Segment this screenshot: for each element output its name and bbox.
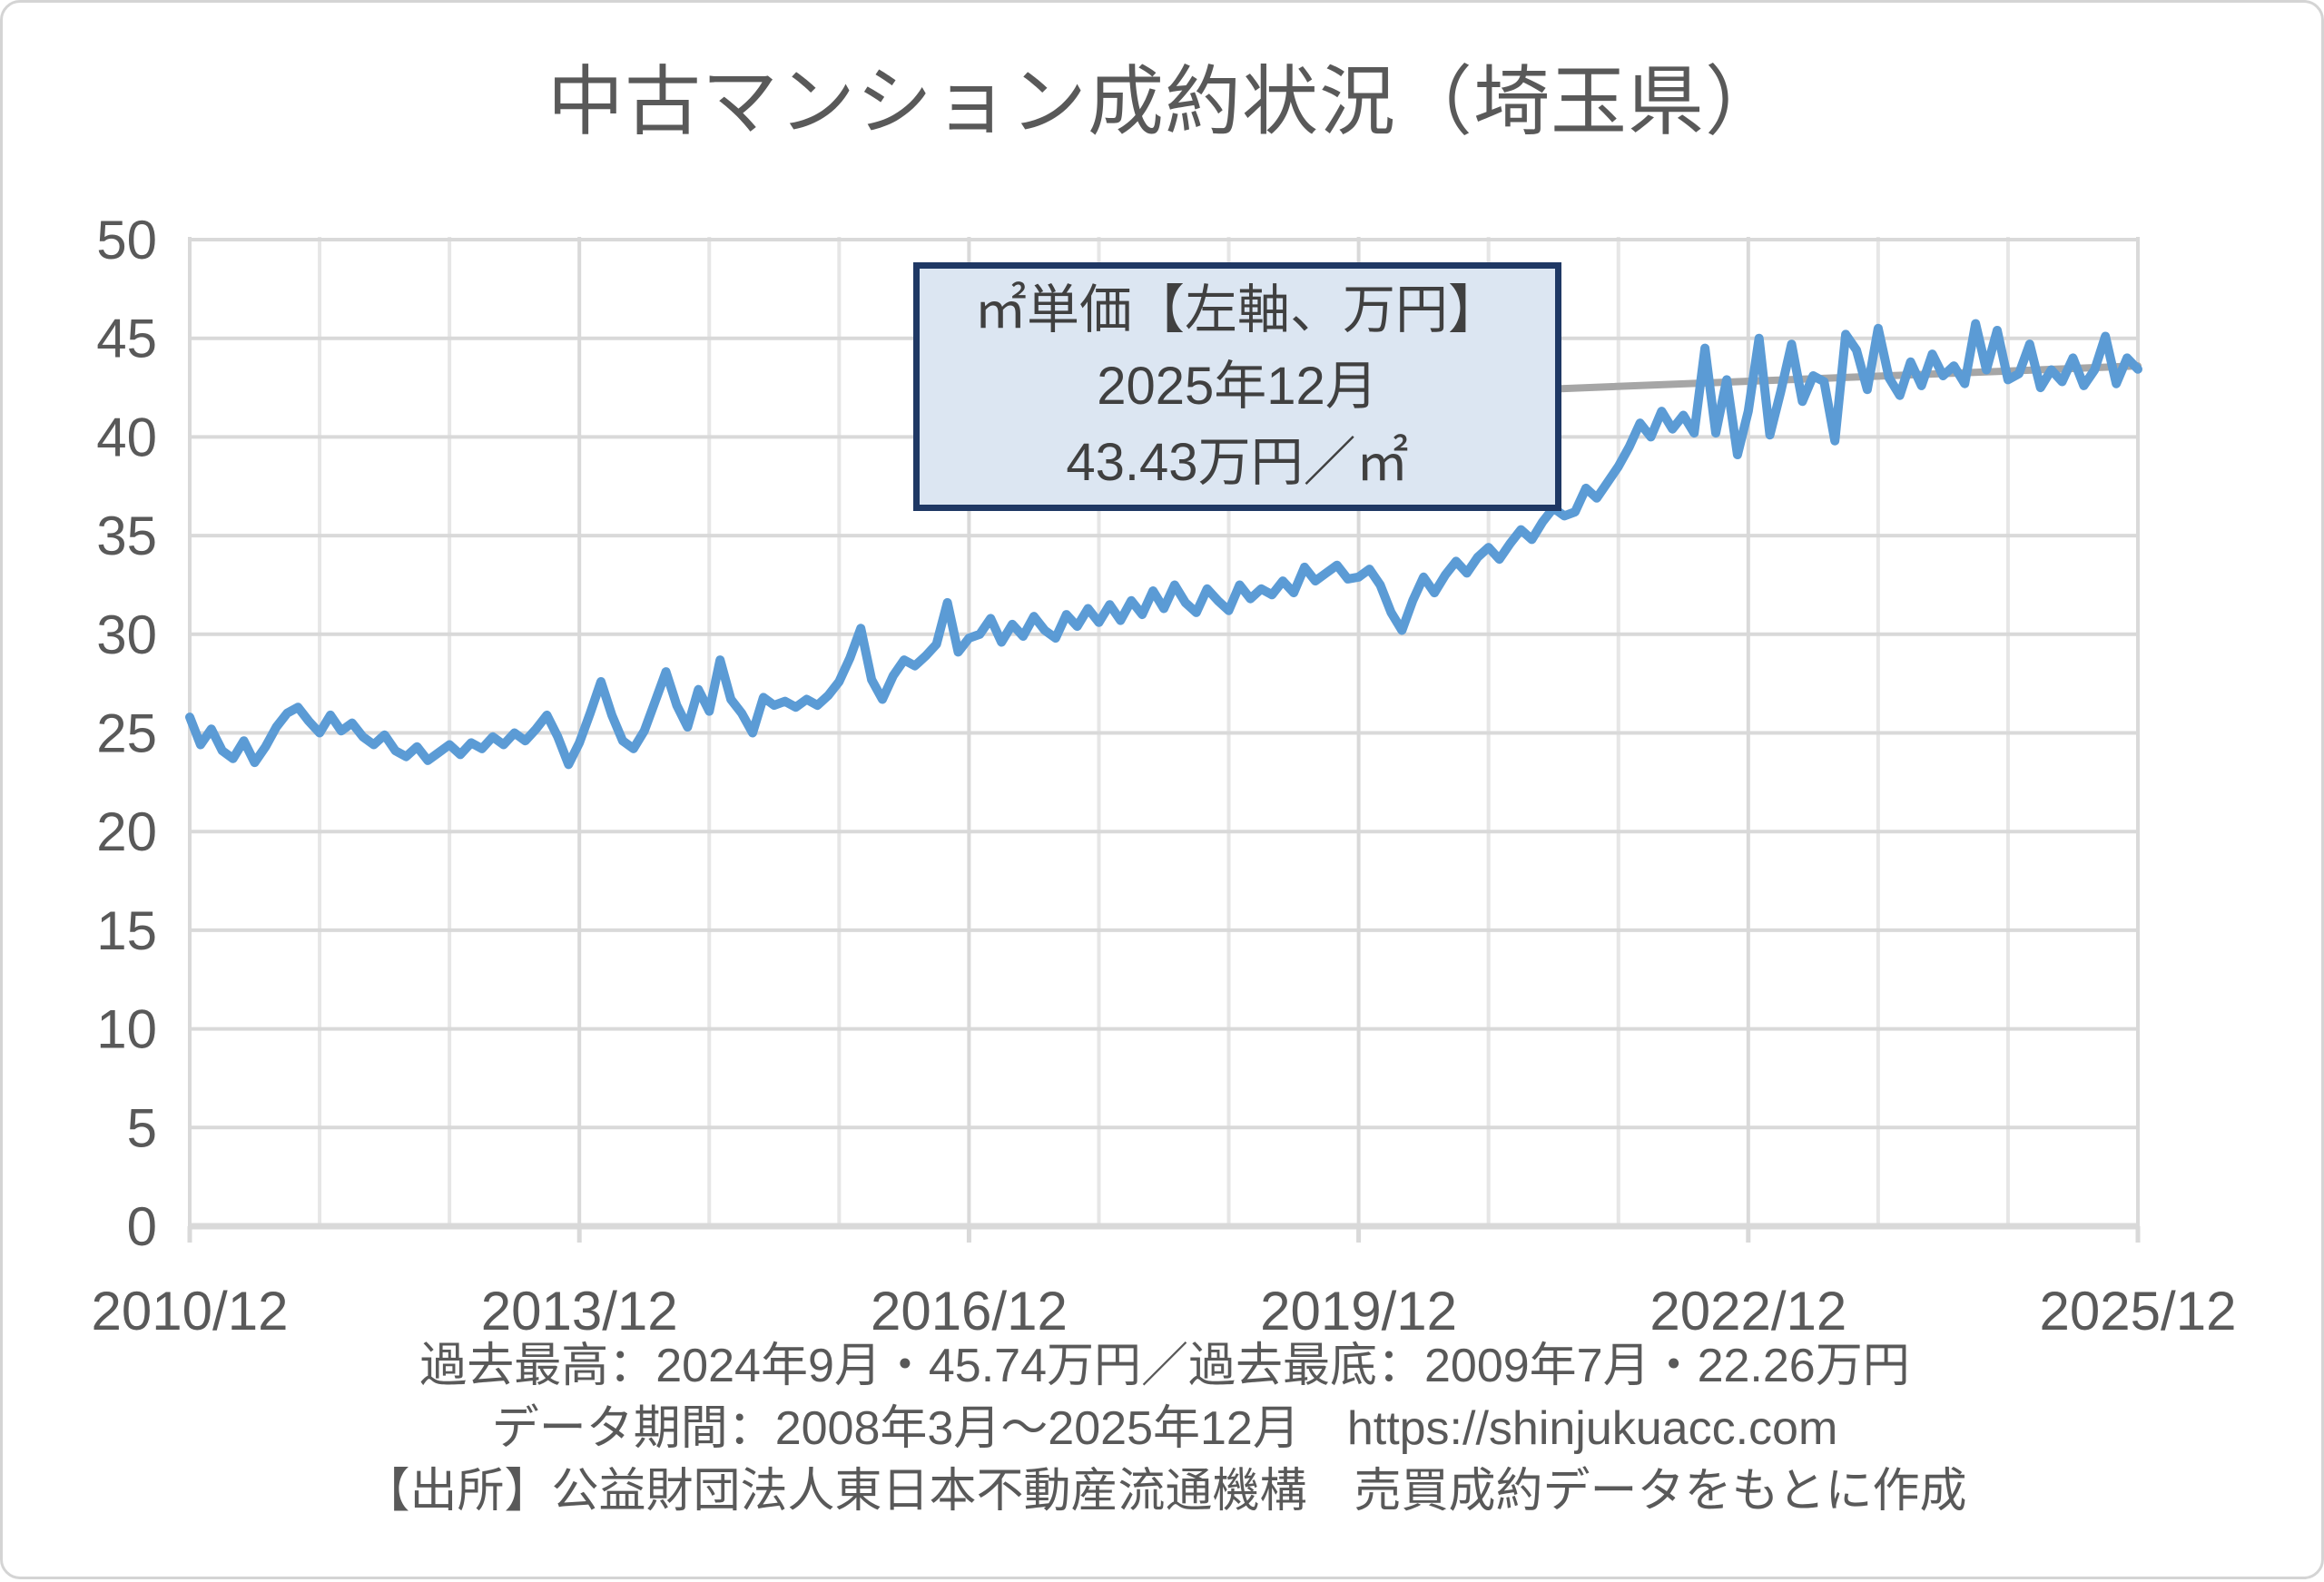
- y-tick-label: 15: [96, 900, 157, 961]
- x-tick-label: 2016/12: [871, 1281, 1068, 1341]
- y-tick-label: 40: [96, 407, 157, 467]
- y-tick-label: 35: [96, 506, 157, 566]
- chart-title: 中古マンション成約状況（埼玉県）: [547, 59, 1782, 144]
- y-tick-label: 50: [96, 210, 157, 270]
- annotation-box: ㎡単価【左軸、万円】 2025年12月 43.43万円／㎡: [913, 262, 1561, 511]
- y-tick-label: 10: [96, 999, 157, 1060]
- x-tick-label: 2025/12: [2040, 1281, 2237, 1341]
- y-tick-label: 20: [96, 801, 157, 862]
- chart-footer: 過去最高：2024年9月・45.74万円／過去最底：2009年7月・22.26万…: [3, 1335, 2324, 1523]
- x-tick-label: 2022/12: [1649, 1281, 1846, 1341]
- x-axis-line: [188, 1223, 2140, 1230]
- price-line: [185, 319, 2142, 770]
- y-tick-label: 30: [96, 604, 157, 665]
- y-tick-label: 25: [96, 703, 157, 764]
- footer-high-low: 過去最高：2024年9月・45.74万円／過去最底：2009年7月・22.26万…: [419, 1340, 1910, 1392]
- x-tick-label: 2019/12: [1260, 1281, 1457, 1341]
- annotation-date: 2025年12月: [1097, 357, 1378, 416]
- footer-source: 【出所】公益財団法人東日本不動産流通機構 売買成約データをもとに作成: [362, 1465, 1967, 1518]
- footer-period-url: データ期間：2008年3月～2025年12月 https://shinjukua…: [491, 1402, 1838, 1455]
- annotation-value: 43.43万円／㎡: [1066, 433, 1409, 492]
- x-tick-label: 2013/12: [481, 1281, 678, 1341]
- y-tick-label: 45: [96, 309, 157, 369]
- y-tick-label: 0: [127, 1196, 157, 1257]
- x-tick-label: 2010/12: [92, 1281, 289, 1341]
- y-tick-label: 5: [127, 1097, 157, 1158]
- annotation-series-label: ㎡単価【左軸、万円】: [973, 280, 1501, 339]
